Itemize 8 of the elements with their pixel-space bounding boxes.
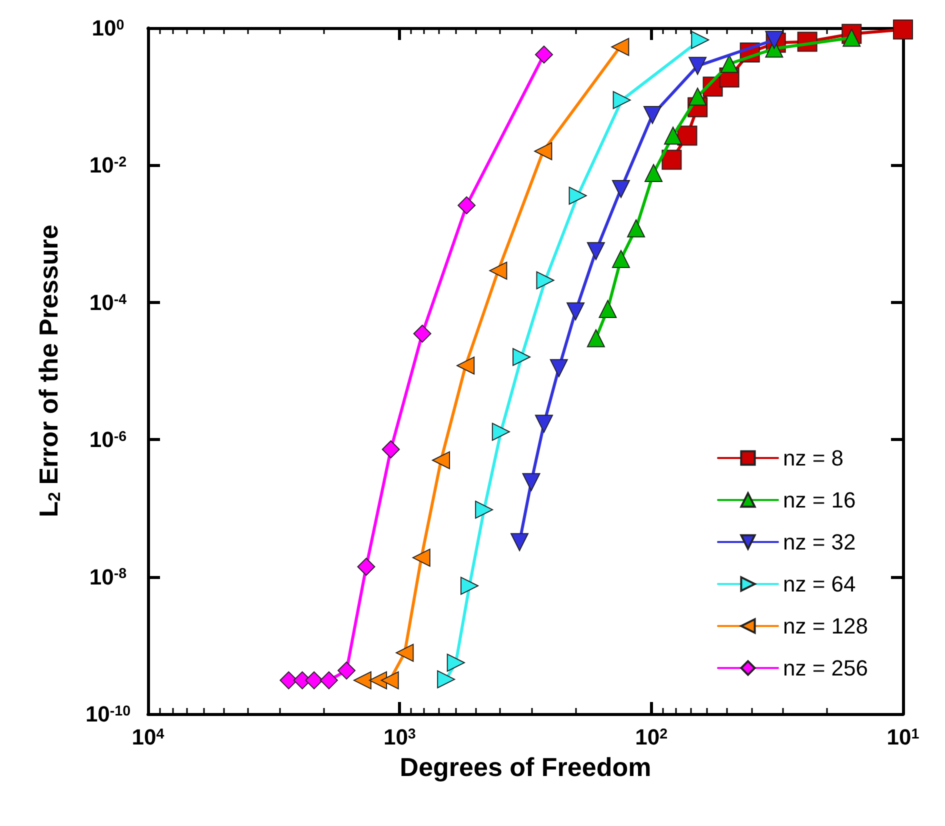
- legend-label: nz = 8: [782, 446, 844, 470]
- x-axis-title: Degrees of Freedom: [400, 752, 652, 782]
- legend-label: nz = 128: [782, 614, 868, 638]
- legend-label: nz = 32: [782, 530, 856, 554]
- legend-label: nz = 256: [782, 656, 868, 680]
- y-axis-title: L2 Error of the Pressure: [34, 224, 64, 518]
- legend-label: nz = 64: [782, 572, 856, 596]
- legend-label: nz = 16: [782, 488, 856, 512]
